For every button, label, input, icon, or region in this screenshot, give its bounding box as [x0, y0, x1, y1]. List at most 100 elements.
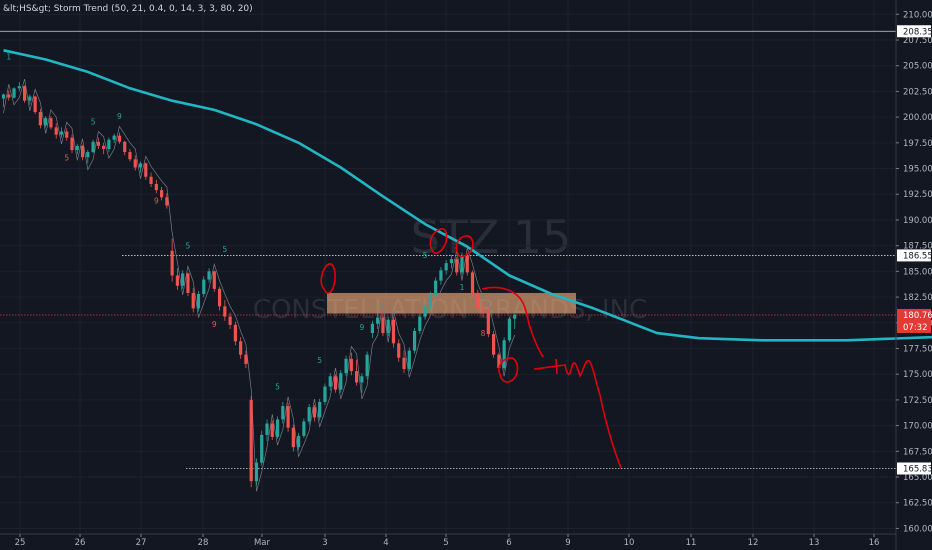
candle-body-14: [75, 145, 79, 151]
candle-body-19: [102, 145, 106, 149]
candle-body-63: [333, 376, 338, 390]
y-tick-label-4: 200.00: [903, 113, 932, 123]
time-axis[interactable]: 25 26 27 28 Mar 3 4 5 6 9 10 11 12 13 16: [0, 533, 896, 548]
hand-drawings[interactable]: [320, 228, 622, 469]
sequence-label-7: 5: [222, 245, 227, 254]
candle-body-33: [175, 275, 180, 286]
candle-body-31: [165, 197, 169, 206]
candle-body-84: [444, 263, 448, 271]
candle-body-15: [80, 145, 85, 158]
candle-body-51: [270, 423, 274, 437]
sequence-label-13: 8: [481, 329, 486, 338]
candle-body-68: [360, 376, 364, 383]
sequence-label-4: 9: [154, 196, 159, 205]
x-tick-label-10: 10: [624, 538, 635, 548]
candle-body-52: [275, 419, 280, 437]
candle-body-13: [70, 137, 74, 151]
x-tick-label-13: 13: [809, 538, 820, 548]
candle-body-69: [365, 354, 369, 377]
candle-body-82: [434, 280, 438, 296]
candle-body-35: [186, 273, 190, 293]
price-labels: 208.35 186.55 165.83 180.76 07:32: [897, 25, 932, 475]
candle-body-12: [65, 131, 69, 138]
candle-body-96: [507, 318, 512, 341]
candle-body-26: [138, 163, 143, 168]
y-tick-label-13: 177.50: [903, 344, 932, 354]
candle-body-88: [465, 255, 469, 273]
drawing-tick: [555, 358, 558, 375]
level-label-bg-1: [897, 249, 931, 262]
sequence-label-1: 5: [64, 153, 69, 162]
trend-line[interactable]: [3, 49, 932, 342]
candle-body-25: [133, 159, 137, 168]
candle-body-73: [386, 319, 390, 334]
x-tick-label-3: 28: [198, 538, 209, 548]
x-tick-label-12: 12: [748, 538, 759, 548]
symbol-watermark: STZ 15 CONSTELLATION BRANDS, INC: [253, 210, 647, 325]
candle-body-48: [254, 462, 259, 482]
stop-line: [3, 79, 516, 492]
candle-body-20: [107, 139, 111, 149]
candle-body-34: [181, 273, 185, 286]
candle-body-79: [418, 316, 422, 332]
candle-body-29: [154, 183, 158, 191]
grid: [0, 0, 896, 534]
candle-body-97: [513, 314, 517, 319]
candle-body-66: [349, 358, 353, 372]
candle-body-64: [339, 373, 343, 390]
candle-body-3: [17, 86, 21, 89]
candle-body-54: [286, 406, 290, 428]
candle-body-87: [460, 255, 464, 273]
candle-body-41: [217, 288, 222, 307]
drawing-circle-1: [320, 263, 336, 294]
candle-body-37: [196, 293, 201, 309]
candle-body-78: [412, 331, 417, 351]
candle-body-93: [492, 334, 496, 355]
candle-body-28: [149, 176, 153, 184]
y-tick-label-11: 182.50: [903, 293, 932, 303]
horizontal-levels[interactable]: [0, 30, 896, 469]
x-tick-label-5: 3: [322, 538, 327, 548]
sequence-label-0: 1: [6, 53, 11, 62]
y-tick-label-14: 175.00: [903, 370, 932, 380]
resistance-zone[interactable]: [327, 292, 576, 314]
candle-body-67: [354, 371, 359, 383]
candle-body-61: [323, 386, 327, 402]
candle-body-71: [376, 317, 380, 324]
y-tick-label-17: 167.50: [903, 447, 932, 457]
x-tick-label-2: 27: [136, 538, 147, 548]
candle-body-86: [455, 259, 459, 273]
indicator-title[interactable]: &lt;HS&gt; Storm Trend (50, 21, 0.4, 0, …: [3, 4, 253, 14]
candle-body-74: [391, 319, 396, 344]
x-tick-label-6: 4: [383, 538, 388, 548]
candle-body-8: [44, 118, 48, 126]
price-axis[interactable]: 210.00 207.50 205.00 202.50 200.00 197.50 195.…: [895, 0, 932, 550]
candle-body-10: [54, 127, 58, 135]
candle-body-32: [170, 250, 174, 276]
x-tick-label-0: 25: [15, 538, 26, 548]
candle-body-42: [223, 306, 227, 317]
candle-body-92: [486, 312, 490, 335]
candle-body-0: [1, 94, 6, 99]
candle-body-76: [402, 357, 406, 370]
x-tick-label-4: Mar: [254, 538, 271, 548]
candles[interactable]: [1, 79, 517, 492]
candle-body-59: [312, 407, 317, 418]
drawing-circle-3: [455, 235, 474, 258]
candle-body-24: [128, 152, 132, 160]
sequence-label-11: 5: [423, 251, 428, 260]
candle-body-77: [407, 350, 411, 370]
level-label-bg-2: [897, 462, 931, 475]
sequence-label-3: 9: [117, 112, 122, 121]
sequence-label-9: 5: [317, 356, 322, 365]
candle-body-16: [86, 152, 90, 158]
candle-body-27: [144, 163, 148, 177]
y-tick-label-16: 170.00: [903, 422, 932, 432]
candle-body-1: [7, 94, 11, 98]
candle-body-90: [476, 292, 480, 309]
candle-body-55: [291, 427, 295, 448]
x-tick-label-7: 5: [443, 538, 448, 548]
candle-body-22: [117, 135, 122, 142]
